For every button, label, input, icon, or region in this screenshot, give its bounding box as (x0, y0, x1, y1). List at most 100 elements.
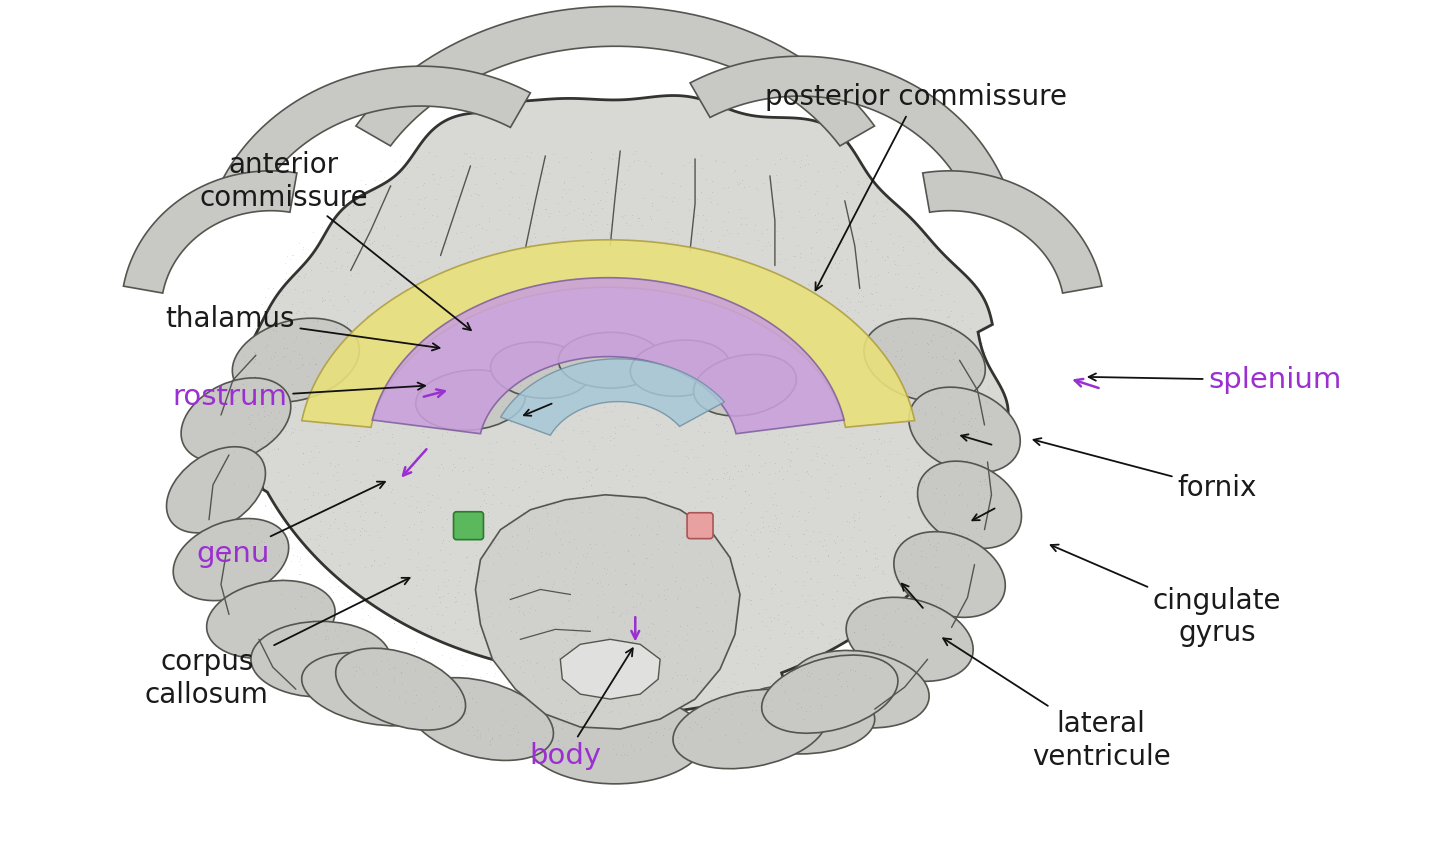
Point (848, 571, 871, 585)
Point (710, 293, 734, 307)
Point (914, 312, 937, 326)
Point (666, 344, 689, 358)
Point (724, 459, 747, 473)
Point (577, 452, 600, 466)
Point (403, 292, 426, 306)
Point (476, 519, 499, 533)
Point (593, 561, 616, 574)
Point (521, 308, 544, 322)
Point (436, 292, 460, 305)
Point (683, 239, 706, 253)
Point (468, 257, 492, 271)
Point (552, 308, 576, 322)
Point (454, 550, 477, 563)
Point (639, 735, 663, 749)
Point (767, 612, 790, 626)
Point (315, 643, 338, 657)
Point (661, 235, 684, 249)
Point (519, 216, 542, 230)
Point (299, 444, 322, 458)
Point (915, 336, 938, 350)
Point (486, 272, 509, 286)
Point (539, 290, 563, 304)
Point (383, 616, 406, 630)
Point (413, 445, 436, 458)
Point (889, 477, 912, 491)
Point (716, 472, 740, 486)
Point (310, 292, 334, 305)
Point (336, 315, 360, 329)
Point (334, 186, 357, 200)
Point (554, 693, 577, 707)
Point (680, 722, 703, 735)
Point (529, 545, 552, 559)
Point (826, 350, 850, 364)
Point (290, 422, 313, 436)
Point (726, 352, 750, 365)
Point (280, 312, 303, 326)
Point (697, 712, 721, 726)
Point (566, 270, 589, 284)
Point (238, 341, 261, 355)
Point (741, 703, 764, 716)
Point (848, 442, 871, 456)
Point (293, 270, 316, 284)
Point (262, 305, 286, 319)
Point (712, 471, 735, 485)
Point (296, 396, 319, 409)
Point (525, 656, 548, 670)
Point (624, 470, 647, 483)
Point (750, 574, 773, 588)
Point (876, 367, 899, 381)
Point (934, 340, 957, 353)
Point (547, 734, 570, 747)
Point (487, 594, 510, 608)
Point (232, 348, 255, 362)
Point (682, 674, 705, 688)
Point (622, 353, 645, 367)
Point (792, 401, 815, 415)
Point (471, 486, 494, 500)
Point (854, 618, 877, 632)
Point (407, 346, 431, 359)
Point (864, 285, 887, 298)
Point (541, 360, 564, 374)
Point (853, 482, 876, 495)
Point (367, 412, 390, 426)
Point (777, 614, 800, 628)
Point (348, 430, 371, 444)
Point (609, 706, 632, 720)
Point (721, 472, 744, 486)
Point (532, 465, 555, 479)
Point (854, 170, 877, 184)
Point (921, 329, 944, 342)
Point (851, 342, 874, 356)
Point (510, 572, 534, 586)
Point (805, 449, 828, 463)
Point (618, 698, 641, 712)
Point (336, 595, 360, 609)
Point (380, 486, 403, 500)
Point (793, 594, 816, 608)
Point (622, 550, 645, 563)
Point (526, 590, 550, 604)
Point (631, 697, 654, 710)
Point (790, 280, 813, 294)
Point (412, 425, 435, 439)
Point (289, 568, 312, 581)
Point (442, 261, 465, 274)
Point (869, 298, 892, 312)
Point (866, 344, 889, 358)
Point (258, 302, 281, 316)
Point (610, 489, 634, 503)
Point (783, 154, 806, 168)
Point (477, 509, 500, 523)
Point (499, 578, 522, 592)
Point (500, 322, 523, 336)
Point (568, 333, 592, 347)
Point (499, 728, 522, 742)
Point (383, 436, 406, 450)
Point (535, 203, 558, 217)
Point (657, 624, 680, 638)
Point (394, 685, 418, 698)
